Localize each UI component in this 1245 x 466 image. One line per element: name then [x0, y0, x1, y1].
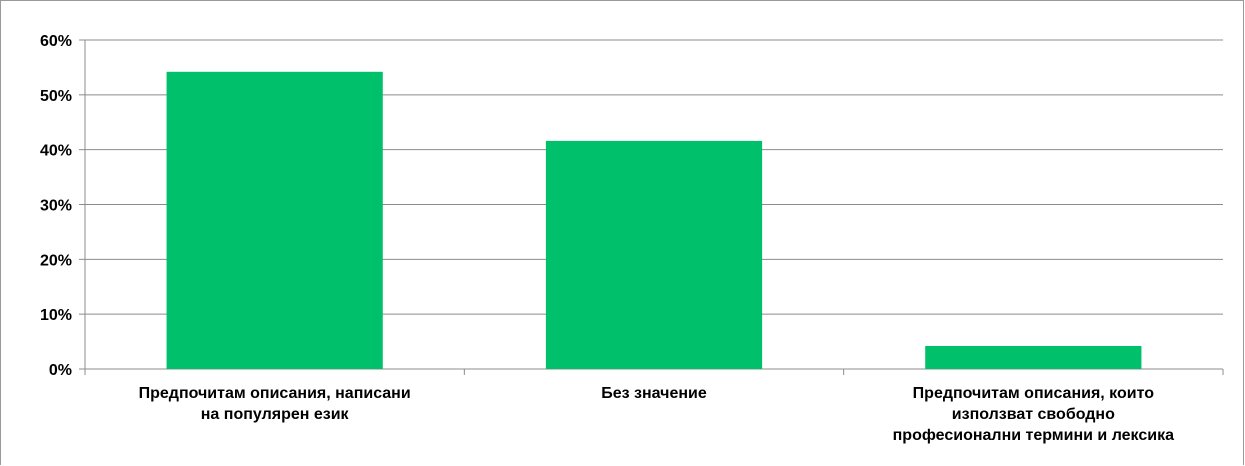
x-category-label: Без значение — [601, 385, 707, 402]
x-category-label: Предпочитам описания, които използват св… — [892, 385, 1174, 444]
y-tick-label: 0% — [49, 362, 72, 379]
bar — [925, 345, 1142, 369]
y-tick-label: 40% — [40, 143, 72, 160]
bars — [166, 71, 1142, 369]
y-axis-ticks: 0% 10% 20% 30% 40% 50% 60% — [40, 33, 85, 379]
bar — [166, 71, 383, 369]
x-category-label: Предпочитам описания, написани на популя… — [138, 385, 411, 423]
y-tick-label: 10% — [40, 307, 72, 324]
y-tick-label: 60% — [40, 33, 72, 50]
y-tick-label: 20% — [40, 252, 72, 269]
bar — [545, 140, 763, 369]
y-tick-label: 30% — [40, 198, 72, 215]
y-tick-label: 50% — [40, 88, 72, 105]
